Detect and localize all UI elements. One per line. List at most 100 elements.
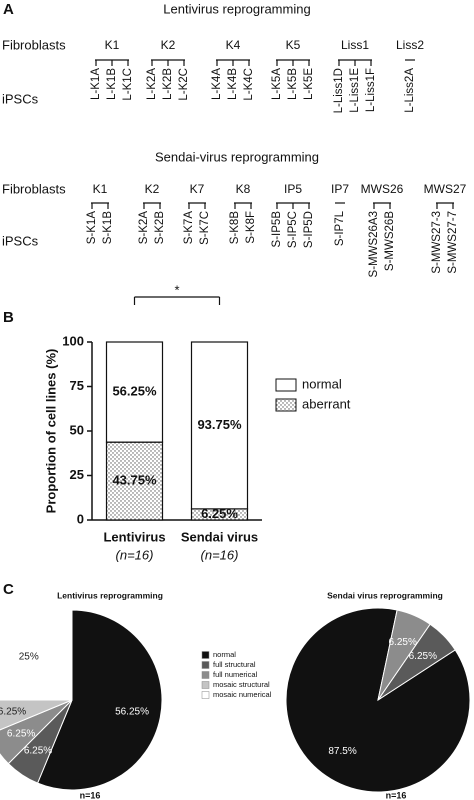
legend-label: mosaic numerical [213,690,272,699]
bar-value-label: 6.25% [201,506,238,521]
row-label: Fibroblasts [2,181,66,196]
bar-value-label: 56.25% [112,384,157,399]
ipsc-label: L-K1A [90,68,102,100]
ipsc-label: S-K7C [199,211,211,245]
y-axis-label: Proportion of cell lines (%) [43,349,58,514]
pie-value-label: 6.25% [7,729,35,740]
fibroblast-label: K8 [236,182,251,196]
legend-swatch [201,651,210,659]
ipsc-label: L-K4B [227,68,239,100]
row-label: iPSCs [2,91,39,106]
row-label: iPSCs [2,233,39,248]
legend-label: mosaic structural [213,680,270,689]
pie-value-label: 6.25% [24,746,52,757]
pie-slice [36,609,163,791]
fibroblast-label: MWS27 [424,182,467,196]
fibroblast-label: IP7 [331,182,349,196]
legend-label: full structural [213,660,256,669]
ipsc-label: S-K8F [245,211,257,244]
ipsc-label: S-IP5B [271,211,283,248]
fibroblast-label: K1 [105,38,120,52]
fibroblast-label: K4 [226,38,241,52]
x-tick-label: Sendai virus [181,529,258,544]
significance-label: * [174,282,179,297]
ipsc-label: S-IP5C [287,211,299,248]
pie-slice [0,699,73,731]
ipsc-label: L-K1B [106,68,118,100]
y-tick-label: 25 [70,467,84,482]
ipsc-label: S-MWS26A3 [368,211,380,277]
pie-slice [0,609,73,701]
ipsc-label: S-MWS27-7 [447,211,459,274]
row-label: Fibroblasts [2,37,66,52]
fibroblast-label: K1 [93,182,108,196]
ipsc-label: L-K5A [271,68,283,100]
ipsc-label: L-K1C [122,68,134,101]
bar-value-label: 43.75% [112,473,157,488]
fibroblast-label: Liss2 [396,38,424,52]
fibroblast-label: K5 [286,38,301,52]
ipsc-label: S-K2B [154,211,166,245]
ipsc-label: S-K7A [183,211,195,245]
pie-value-label: 6.25% [389,637,417,648]
pie-value-label: 87.5% [328,746,356,757]
ipsc-label: L-K5E [303,68,315,100]
pie-title: Lentivirus reprogramming [57,590,163,600]
ipsc-label: L-Liss1F [365,68,377,112]
ipsc-label: L-K5B [287,68,299,100]
legend-label: aberrant [302,396,351,411]
section-title: Sendai-virus reprogramming [155,149,319,164]
ipsc-label: L-K2B [162,68,174,100]
section-title: Lentivirus reprogramming [163,1,310,16]
fibroblast-label: K7 [190,182,205,196]
y-tick-label: 50 [70,422,84,437]
panel-label: A [3,1,14,18]
legend-label: full numerical [213,670,258,679]
legend-swatch [201,691,210,699]
fibroblast-label: IP5 [284,182,302,196]
fibroblast-label: Liss1 [341,38,369,52]
ipsc-label: S-IP5D [303,211,315,248]
bar-segment [105,441,164,521]
legend-label: normal [302,376,342,391]
legend-swatch [201,681,210,689]
bar-segment [190,341,249,510]
pie-value-label: 25% [19,651,39,662]
x-tick-note: (n=16) [116,547,154,562]
pie-slice [377,609,431,701]
pie-value-label: 6.25% [409,651,437,662]
pie-value-label: 56.25% [115,707,149,718]
ipsc-label: S-K2A [138,211,150,245]
fibroblast-label: K2 [145,182,160,196]
legend-swatch [201,671,210,679]
legend-label: normal [213,650,236,659]
ipsc-label: L-Liss2A [404,68,416,113]
ipsc-label: L-Liss1D [333,68,345,113]
bar-segment [105,341,164,443]
fibroblast-label: MWS26 [361,182,404,196]
ipsc-label: S-MWS27-3 [431,211,443,274]
ipsc-label: S-MWS26B [384,211,396,271]
ipsc-label: L-K4C [243,68,255,101]
pie-slice [0,699,73,765]
ipsc-label: L-K2A [146,68,158,100]
x-tick-label: Lentivirus [103,529,165,544]
ipsc-label: S-K1A [86,211,98,245]
bar-value-label: 93.75% [197,417,242,432]
pie-value-label: 6.25% [0,707,26,718]
y-tick-label: 75 [70,378,84,393]
legend-swatch [275,398,297,412]
ipsc-label: S-K1B [102,211,114,245]
ipsc-label: L-Liss1E [349,68,361,113]
legend-swatch [201,661,210,669]
fibroblast-label: K2 [161,38,176,52]
pie-title: Sendai virus reprogramming [327,590,443,600]
y-tick-label: 0 [77,511,84,526]
pie-footer: n=16 [386,790,407,800]
legend-swatch [275,378,297,392]
panel-label: B [3,309,14,326]
x-tick-note: (n=16) [201,547,239,562]
ipsc-label: S-IP7L [334,210,346,246]
panel-label: C [3,581,14,598]
